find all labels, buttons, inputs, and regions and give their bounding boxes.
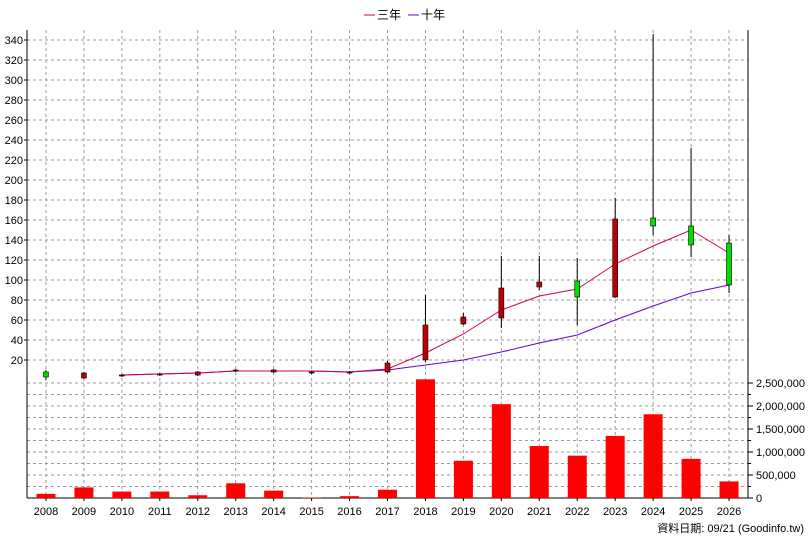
candle-body: [422, 324, 429, 361]
x-tick-label: 2013: [223, 506, 247, 518]
legend-label-ma3: 三年: [377, 8, 401, 22]
volume-bar: [36, 493, 56, 498]
volume-bar: [719, 481, 739, 498]
x-tick-label: 2024: [641, 506, 665, 518]
volume-bar: [681, 458, 701, 498]
candle-body: [726, 242, 732, 286]
legend-label-ma10: 十年: [421, 8, 445, 22]
x-tick-label: 2009: [72, 506, 96, 518]
volume-axis: 0 500,000 1,000,000 1,500,000 2,000,000 2,500…: [748, 378, 805, 505]
candle-body: [194, 371, 201, 376]
price-tick-label: 280: [5, 95, 23, 107]
candle-body: [81, 372, 87, 379]
x-tick-label: 2022: [565, 506, 589, 518]
volume-bar: [529, 446, 549, 498]
x-tick-label: 2017: [375, 506, 399, 518]
volume-bar: [150, 491, 170, 498]
x-tick-label: 2019: [451, 506, 475, 518]
volume-bar: [605, 435, 625, 498]
price-tick-label: 100: [5, 275, 23, 287]
candle-body: [346, 371, 353, 374]
volume-bar: [340, 496, 360, 498]
volume-bars: [36, 379, 739, 499]
volume-tick-label: 500,000: [756, 470, 796, 482]
price-tick-label: 160: [5, 215, 23, 227]
price-tick-label: 220: [5, 155, 23, 167]
candle-body: [574, 280, 581, 298]
x-tick-label: 2014: [261, 506, 285, 518]
price-tick-label: 20: [11, 355, 23, 367]
volume-bar: [453, 460, 473, 498]
volume-bar: [302, 497, 322, 499]
volume-tick-label: 1,500,000: [756, 424, 805, 436]
candle-body: [688, 225, 694, 246]
price-tick-label: 340: [5, 35, 23, 47]
price-tick-label: 120: [5, 255, 23, 267]
volume-bar: [643, 414, 663, 498]
volume-tick-label: 0: [756, 493, 762, 505]
legend: 三年 十年: [364, 8, 445, 22]
volume-bar: [74, 487, 94, 498]
price-tick-label: 260: [5, 115, 23, 127]
candle-body: [157, 373, 163, 376]
x-tick-label: 2015: [299, 506, 323, 518]
x-tick-label: 2020: [489, 506, 513, 518]
volume-tick-label: 2,000,000: [756, 401, 805, 413]
volume-bar: [112, 491, 132, 498]
volume-bar: [378, 489, 397, 498]
candlesticks: [43, 34, 732, 380]
x-tick-label: 2026: [717, 506, 741, 518]
candle-body: [384, 362, 391, 373]
candle-body: [612, 218, 618, 298]
x-tick-label: 2010: [110, 506, 134, 518]
x-tick-label: 2025: [679, 506, 703, 518]
volume-bar: [491, 404, 511, 498]
price-tick-label: 300: [5, 75, 23, 87]
price-tick-label: 200: [5, 175, 23, 187]
grid: [27, 30, 748, 499]
x-axis: 2008 2009 2010 2011 2012 2013 2014 2015 2016 2017…: [34, 498, 741, 518]
price-tick-label: 60: [11, 315, 23, 327]
price-axis: 20 40 60 80 100 120 140 160 180 200 220 240 260 280 30…: [5, 35, 27, 367]
price-tick-label: 40: [11, 335, 23, 347]
price-tick-label: 180: [5, 195, 23, 207]
candle-body: [43, 371, 49, 378]
x-tick-label: 2011: [148, 506, 172, 518]
candle-body: [650, 217, 656, 227]
price-tick-label: 80: [11, 295, 23, 307]
candle-body: [498, 287, 505, 319]
candle-body: [119, 374, 125, 377]
x-tick-label: 2016: [337, 506, 361, 518]
price-tick-label: 140: [5, 235, 23, 247]
data-date-footer: 資料日期: 09/21 (Goodinfo.tw): [657, 521, 804, 535]
volume-tick-label: 2,500,000: [756, 378, 805, 390]
volume-bar: [188, 495, 208, 498]
candle-body: [536, 281, 543, 288]
price-tick-label: 240: [5, 135, 23, 147]
candle-body: [308, 371, 315, 374]
volume-bar: [264, 490, 284, 498]
price-tick-label: 320: [5, 55, 23, 67]
candle-body: [460, 316, 467, 325]
candle-body: [270, 369, 277, 373]
x-tick-label: 2023: [603, 506, 627, 518]
volume-bar: [567, 455, 587, 498]
x-tick-label: 2021: [527, 506, 551, 518]
x-tick-label: 2018: [413, 506, 437, 518]
candle-body: [232, 369, 239, 372]
volume-bar: [415, 379, 435, 498]
volume-bar: [226, 483, 246, 498]
x-tick-label: 2008: [34, 506, 58, 518]
volume-tick-label: 1,000,000: [756, 447, 805, 459]
x-tick-label: 2012: [186, 506, 210, 518]
